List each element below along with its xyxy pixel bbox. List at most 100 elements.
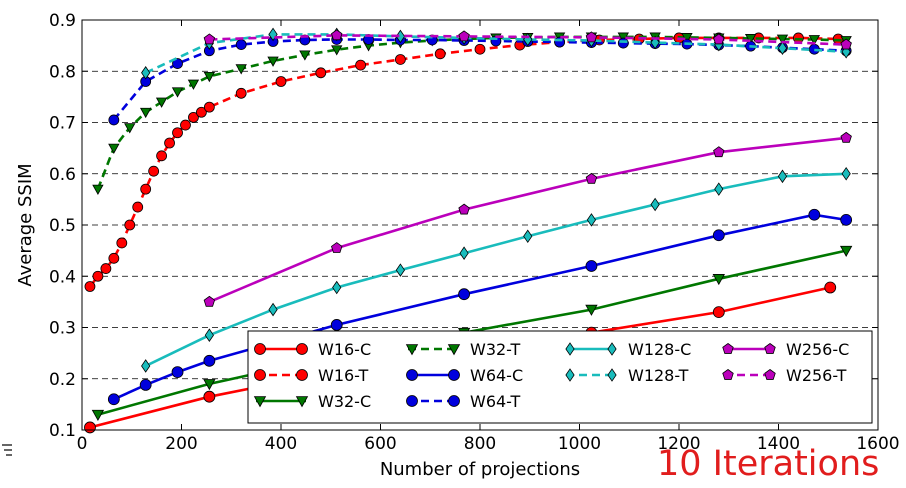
data-point bbox=[607, 342, 617, 356]
y-tick-label: 0.6 bbox=[49, 165, 76, 185]
data-point bbox=[448, 395, 460, 407]
legend-label: W256-C bbox=[786, 340, 849, 359]
data-point bbox=[840, 131, 852, 143]
legend-label: W128-T bbox=[628, 366, 689, 385]
data-point bbox=[607, 368, 617, 382]
data-point bbox=[172, 58, 183, 69]
legend: W16-C W16-T W32-C W32-T W64-C W64-T W128-C W128… bbox=[247, 330, 873, 424]
data-point bbox=[712, 274, 725, 286]
data-point bbox=[585, 260, 598, 272]
legend-label: W16-T bbox=[318, 366, 368, 385]
data-point bbox=[617, 37, 629, 49]
data-point bbox=[295, 396, 309, 408]
data-point bbox=[299, 50, 311, 61]
data-point bbox=[124, 123, 136, 134]
data-point bbox=[203, 295, 216, 307]
data-point bbox=[405, 344, 419, 356]
y-tick-label: 0.9 bbox=[49, 11, 76, 31]
data-point bbox=[155, 97, 168, 108]
data-point bbox=[84, 281, 96, 292]
data-point bbox=[84, 421, 96, 434]
series-line bbox=[96, 35, 847, 190]
data-point bbox=[777, 41, 788, 55]
series-w32-t bbox=[92, 32, 852, 195]
x-tick-label: 600 bbox=[364, 434, 396, 454]
x-tick-label: 0 bbox=[77, 434, 88, 454]
series-w256-c bbox=[203, 131, 852, 307]
data-point bbox=[330, 319, 343, 331]
data-point bbox=[203, 354, 216, 367]
legend-label: W32-C bbox=[318, 392, 371, 411]
data-point bbox=[712, 306, 725, 319]
series-line bbox=[209, 34, 847, 46]
data-point bbox=[92, 184, 104, 195]
data-point bbox=[164, 137, 175, 149]
data-point bbox=[458, 203, 470, 215]
data-point bbox=[840, 213, 853, 226]
y-tick-label: 0.7 bbox=[49, 114, 76, 134]
data-point bbox=[275, 76, 287, 87]
legend-label: W128-C bbox=[628, 340, 691, 359]
data-point bbox=[355, 59, 367, 71]
data-point bbox=[764, 343, 776, 354]
data-point bbox=[448, 369, 460, 381]
data-point bbox=[108, 252, 120, 264]
data-point bbox=[808, 208, 821, 221]
data-point bbox=[267, 56, 279, 67]
data-point bbox=[188, 111, 199, 123]
data-point bbox=[235, 87, 247, 99]
data-point bbox=[180, 119, 191, 131]
y-tick-label: 0.5 bbox=[49, 216, 76, 236]
data-point bbox=[459, 246, 469, 260]
data-point bbox=[434, 48, 446, 60]
data-point bbox=[447, 344, 461, 356]
data-point bbox=[824, 281, 837, 294]
data-point bbox=[776, 34, 789, 45]
data-point bbox=[140, 107, 152, 119]
data-point bbox=[195, 106, 207, 118]
series-line bbox=[145, 33, 847, 74]
series-line bbox=[113, 213, 847, 401]
data-point bbox=[744, 34, 757, 45]
data-point bbox=[171, 366, 184, 378]
data-point bbox=[156, 150, 168, 162]
data-point bbox=[254, 343, 266, 355]
legend-label: W64-C bbox=[470, 366, 523, 385]
data-point bbox=[108, 114, 120, 126]
data-point bbox=[235, 39, 247, 50]
data-point bbox=[187, 79, 200, 90]
data-point bbox=[132, 201, 144, 213]
data-point bbox=[565, 342, 575, 356]
series-line bbox=[145, 172, 847, 368]
x-tick-label: 1400 bbox=[757, 434, 800, 454]
data-point bbox=[406, 369, 418, 381]
data-point bbox=[331, 45, 343, 56]
logo-icon bbox=[0, 440, 14, 484]
data-point bbox=[254, 369, 266, 381]
data-point bbox=[116, 237, 128, 249]
x-tick-label: 800 bbox=[464, 434, 496, 454]
grid-lines bbox=[82, 70, 878, 380]
y-tick-label: 0.3 bbox=[49, 319, 76, 339]
data-point bbox=[100, 263, 112, 274]
data-point bbox=[713, 33, 725, 45]
data-point bbox=[107, 393, 120, 406]
y-axis-label: Average SSIM bbox=[15, 163, 36, 286]
data-point bbox=[395, 263, 406, 277]
x-tick-label: 1600 bbox=[856, 434, 899, 454]
data-point bbox=[315, 67, 327, 79]
data-point bbox=[722, 343, 734, 354]
data-point bbox=[253, 396, 267, 408]
series-w256-t bbox=[203, 29, 852, 50]
data-point bbox=[141, 66, 151, 80]
data-point bbox=[585, 304, 598, 316]
data-point bbox=[714, 182, 724, 196]
data-point bbox=[586, 213, 597, 227]
x-tick-label: 400 bbox=[265, 434, 297, 454]
data-point bbox=[203, 33, 216, 45]
data-point bbox=[839, 245, 853, 257]
data-point bbox=[777, 169, 788, 184]
data-point bbox=[124, 219, 136, 231]
data-point bbox=[203, 101, 215, 113]
